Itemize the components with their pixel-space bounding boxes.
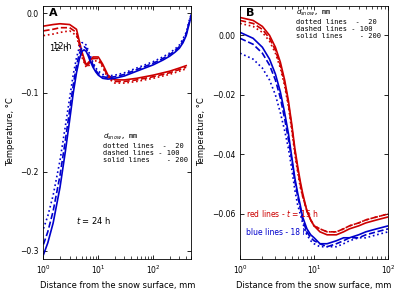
Text: $t$ = 24 h: $t$ = 24 h — [77, 215, 112, 226]
Text: $d_{snow}$, mm
dotted lines  -  20
dashed lines - 100
solid lines    - 200: $d_{snow}$, mm dotted lines - 20 dashed … — [296, 8, 381, 39]
Text: B: B — [246, 8, 254, 18]
Text: 12 h: 12 h — [53, 42, 72, 51]
Text: $d_{snow}$, mm
dotted lines  -  20
dashed lines - 100
solid lines    - 200: $d_{snow}$, mm dotted lines - 20 dashed … — [103, 132, 188, 163]
Text: red lines - $t$ = 15 h: red lines - $t$ = 15 h — [246, 208, 319, 219]
Y-axis label: Temperature, °C: Temperature, °C — [197, 98, 206, 166]
Text: 12 h: 12 h — [50, 44, 68, 52]
Text: blue lines - 18 h: blue lines - 18 h — [246, 228, 307, 237]
X-axis label: Distance from the snow surface, mm: Distance from the snow surface, mm — [237, 281, 392, 290]
Text: A: A — [49, 8, 58, 18]
Y-axis label: Temperature, °C: Temperature, °C — [6, 98, 14, 166]
X-axis label: Distance from the snow surface, mm: Distance from the snow surface, mm — [40, 281, 195, 290]
